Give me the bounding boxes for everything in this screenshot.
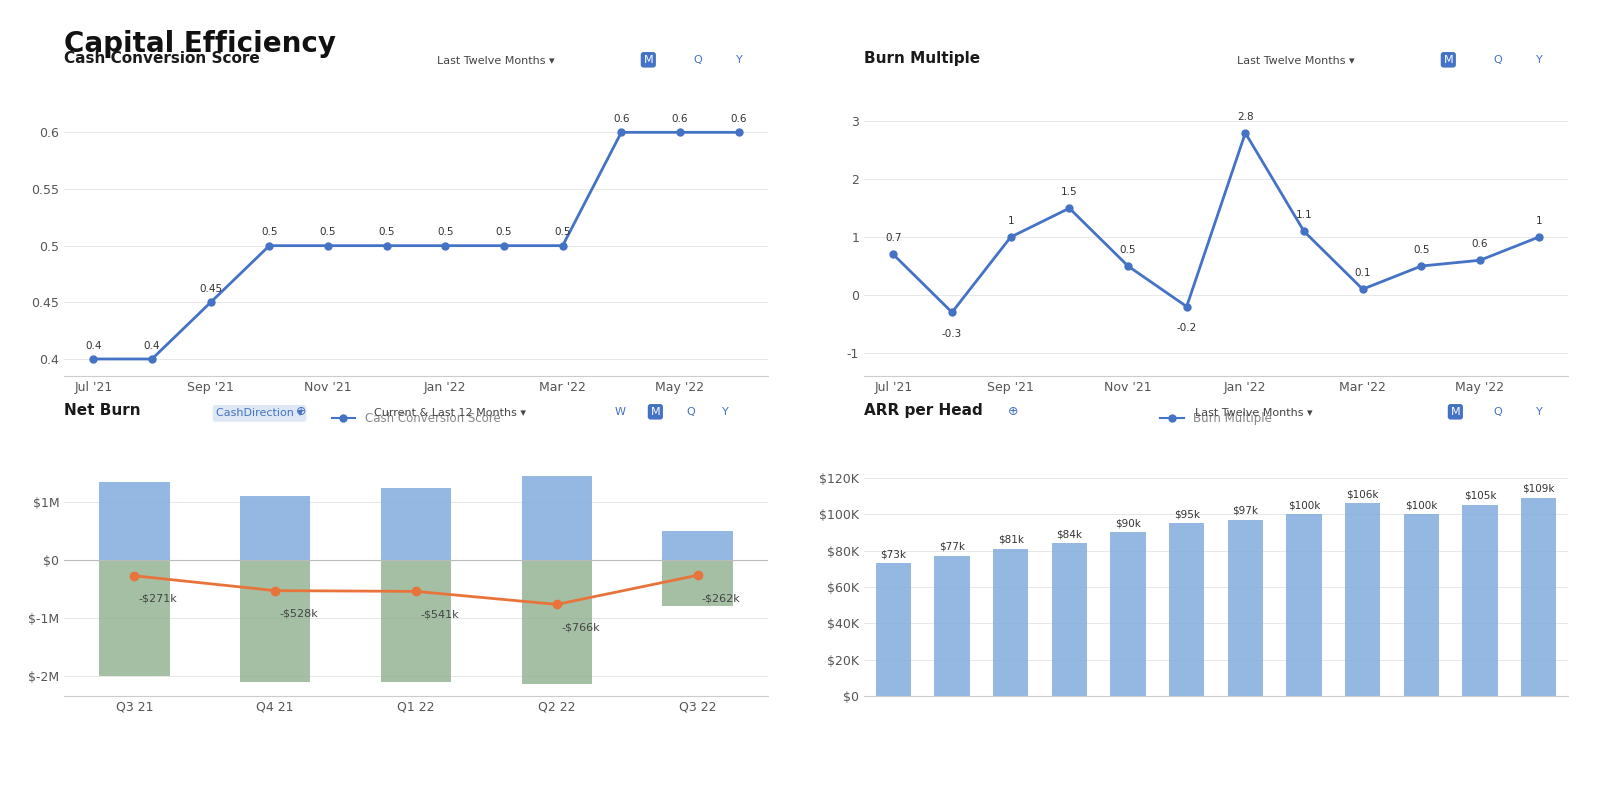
Text: $109k: $109k [1523,484,1555,494]
Text: Y: Y [1536,55,1544,65]
Bar [1462,505,1498,696]
Text: $100k: $100k [1405,500,1437,510]
Text: 0.45: 0.45 [198,284,222,294]
Bar [1346,503,1381,696]
Bar [522,476,592,560]
Bar [1170,523,1205,696]
Text: 1.5: 1.5 [1061,187,1078,197]
Text: 1: 1 [1008,216,1014,226]
Text: $95k: $95k [1174,509,1200,519]
Text: 0.1: 0.1 [1355,268,1371,278]
Text: -$541k: -$541k [421,610,459,619]
Bar [662,560,733,606]
Text: Y: Y [722,407,730,417]
Text: -0.2: -0.2 [1176,323,1197,334]
Text: $77k: $77k [939,542,965,552]
Bar [381,488,451,560]
Bar [994,549,1029,696]
Text: 0.6: 0.6 [1472,239,1488,249]
Text: $100k: $100k [1288,500,1320,510]
Text: Q: Q [693,55,702,65]
Text: M: M [1443,55,1453,65]
Bar [381,560,451,682]
Text: Last Twelve Months ▾: Last Twelve Months ▾ [1195,409,1312,418]
Text: M: M [1451,407,1461,417]
Text: ARR per Head: ARR per Head [864,403,982,418]
Text: 0.5: 0.5 [379,227,395,238]
Bar [1051,543,1086,696]
Bar [240,560,310,682]
Bar [662,531,733,560]
Text: -0.3: -0.3 [942,329,962,339]
Bar [1227,520,1262,696]
Bar [99,560,170,676]
Text: Current & Last 12 Months ▾: Current & Last 12 Months ▾ [374,409,526,418]
Bar [240,497,310,560]
Text: 0.5: 0.5 [320,227,336,238]
Text: -$262k: -$262k [702,594,741,603]
Text: 0.5: 0.5 [1413,245,1429,255]
Text: 0.5: 0.5 [555,227,571,238]
Text: 0.6: 0.6 [672,114,688,124]
Bar [99,482,170,560]
Text: 0.4: 0.4 [85,341,101,350]
Bar [1110,532,1146,696]
Text: $84k: $84k [1056,529,1082,539]
Text: 1: 1 [1536,216,1542,226]
Bar [1522,498,1557,696]
Bar [1403,514,1438,696]
Text: $97k: $97k [1232,506,1258,515]
Text: M: M [643,55,653,65]
Text: Burn Multiple: Burn Multiple [864,51,981,66]
Bar [1286,514,1322,696]
Text: 0.5: 0.5 [437,227,453,238]
Text: 0.5: 0.5 [1120,245,1136,255]
Text: CashDirection ▾: CashDirection ▾ [216,409,302,418]
Text: Last Twelve Months ▾: Last Twelve Months ▾ [1237,57,1355,66]
Text: 0.4: 0.4 [144,341,160,350]
Text: 0.5: 0.5 [496,227,512,238]
Text: Q: Q [1493,407,1502,417]
Text: 0.6: 0.6 [613,114,629,124]
Legend: Cash Conversion Score: Cash Conversion Score [326,407,506,430]
Text: Q: Q [686,407,694,417]
Text: Q: Q [1493,55,1502,65]
Text: $90k: $90k [1115,518,1141,528]
Text: Cash Conversion Score: Cash Conversion Score [64,51,259,66]
Text: 2.8: 2.8 [1237,112,1254,122]
Text: W: W [614,407,626,417]
Text: ⊕: ⊕ [1008,406,1019,418]
Legend: Burn Multiple: Burn Multiple [1155,407,1277,430]
Text: M: M [651,407,661,417]
Text: Last Twelve Months ▾: Last Twelve Months ▾ [437,57,555,66]
Bar [934,556,970,696]
Text: $105k: $105k [1464,491,1496,501]
Bar [875,563,910,696]
Text: 0.5: 0.5 [261,227,277,238]
Text: -$271k: -$271k [139,594,178,604]
Text: 0.6: 0.6 [731,114,747,124]
Text: -$766k: -$766k [562,622,600,633]
Text: $73k: $73k [880,549,906,559]
Text: Y: Y [736,55,744,65]
Text: Y: Y [1536,407,1544,417]
Bar [522,560,592,685]
Text: Capital Efficiency: Capital Efficiency [64,30,336,58]
Text: Net Burn: Net Burn [64,403,141,418]
Text: $106k: $106k [1347,489,1379,499]
Text: 0.7: 0.7 [885,234,901,243]
Text: -$528k: -$528k [280,609,318,618]
Text: $81k: $81k [998,534,1024,545]
Text: 1.1: 1.1 [1296,210,1312,220]
Text: ⊕: ⊕ [296,406,307,418]
